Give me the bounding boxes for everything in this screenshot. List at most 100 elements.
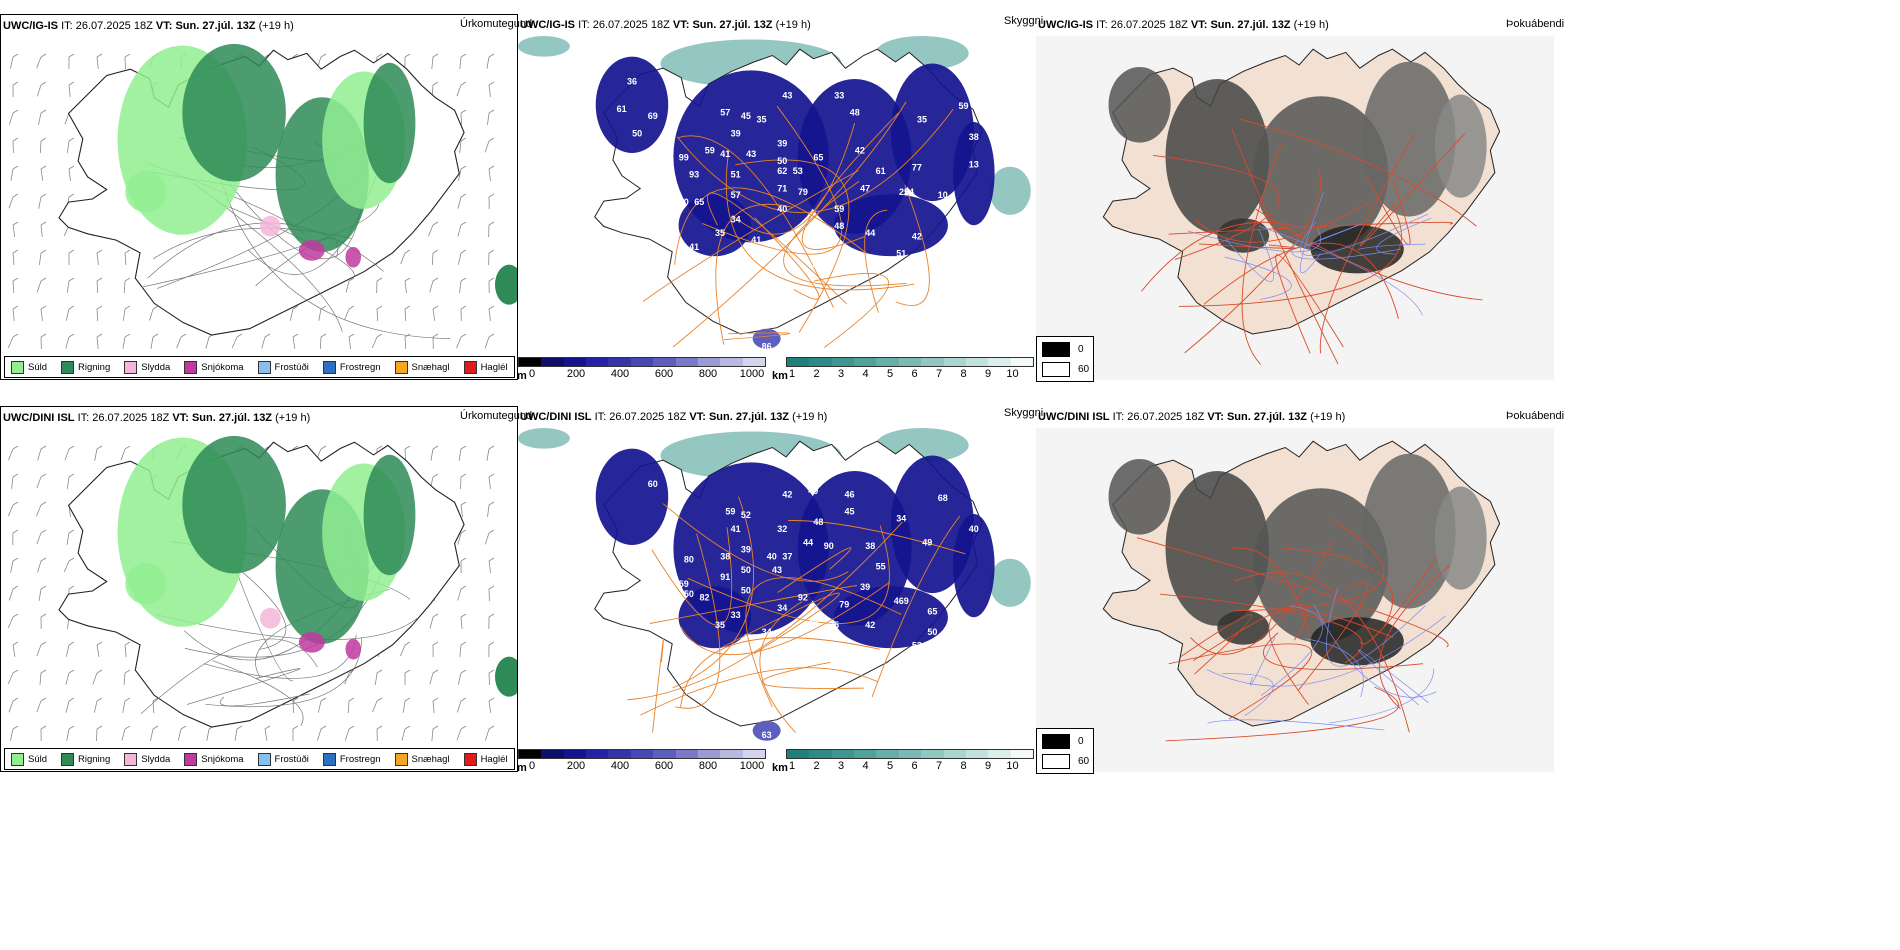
legend-item: Snæhagl xyxy=(394,360,450,374)
wind-barb xyxy=(65,672,70,685)
legend-label: Snæhagl xyxy=(411,753,450,765)
legend-label: Súld xyxy=(28,753,48,765)
legend-item: Haglél xyxy=(463,752,508,766)
cloud-base-label: 50 xyxy=(632,128,642,138)
precip-area xyxy=(345,246,362,268)
cloud-base-label: 49 xyxy=(922,538,932,548)
legend-label: Snjókoma xyxy=(201,361,244,373)
cbar-unit: m xyxy=(517,762,527,774)
cloud-base-label: 469 xyxy=(894,596,909,606)
cloud-area xyxy=(953,122,995,226)
wind-barb xyxy=(488,84,491,97)
legend-label: Slydda xyxy=(141,753,171,765)
cloud-base-label: 35 xyxy=(917,115,927,125)
wind-barb xyxy=(68,84,71,97)
legend-item: Frostregn xyxy=(322,752,381,766)
wind-barb xyxy=(488,700,492,713)
fog-area xyxy=(1108,458,1171,535)
wind-barb xyxy=(430,448,434,461)
wind-barb xyxy=(9,112,14,125)
cloud-base-label: 31 xyxy=(663,211,673,221)
wind-barb xyxy=(96,644,100,657)
wind-barb xyxy=(317,700,322,713)
wind-barb xyxy=(404,280,407,293)
cloud-base-label: 79 xyxy=(798,187,808,197)
cloud-base-label: 105 xyxy=(811,259,826,269)
wind-barb xyxy=(12,252,15,265)
cbar-tick: 1000 xyxy=(739,368,765,380)
it-label: IT: xyxy=(1096,19,1108,31)
vis-tick: 10 xyxy=(1006,368,1019,380)
wind-barb xyxy=(64,112,70,125)
wind-barb xyxy=(456,84,462,97)
wind-barb xyxy=(65,700,70,713)
cloud-base-label: 40 xyxy=(777,204,787,214)
wind-barb xyxy=(67,140,70,153)
vt-value: Sun. 27.júl. 13Z xyxy=(175,20,256,32)
cloud-base-label: 43 xyxy=(746,149,756,159)
cloud-base-label: 37 xyxy=(782,551,792,561)
wind-barb xyxy=(400,644,406,657)
cloud-base-label: 43 xyxy=(824,630,834,640)
fog-swatch xyxy=(1042,754,1070,769)
legend-swatch xyxy=(61,360,75,374)
cloud-base-label: 61 xyxy=(617,104,627,114)
cbar-unit: m xyxy=(517,370,527,382)
legend-swatch xyxy=(11,360,24,374)
cloud-base-label: 50 xyxy=(741,565,751,575)
cloud-base-label: 39 xyxy=(731,128,741,138)
wind-barb xyxy=(345,280,350,293)
wind-barb xyxy=(66,532,70,545)
fog-legend-label: 0 xyxy=(1078,736,1084,747)
panel-header: UWC/IG-IS IT: 26.07.2025 18Z VT: Sun. 27… xyxy=(1,15,517,37)
legend-label: Frostúði xyxy=(274,753,309,765)
precip-area xyxy=(363,454,416,576)
visibility-colorbar: 1 2 3 4 5 6 7 8 9 10 km xyxy=(772,749,1034,774)
cloud-base-label: 41 xyxy=(720,149,730,159)
wind-barb xyxy=(36,504,42,517)
cloud-base-label: 57 xyxy=(731,190,741,200)
cloud-base-label: 50 xyxy=(777,156,787,166)
fog-area xyxy=(1310,225,1404,274)
precip-area xyxy=(125,563,167,605)
legend-item: Slydda xyxy=(124,360,170,374)
it-value: 26.07.2025 18Z xyxy=(92,412,170,424)
wind-barb xyxy=(292,700,294,714)
precip-map xyxy=(7,435,517,762)
wind-barb xyxy=(289,308,294,321)
cloud-base-label: 82 xyxy=(699,593,709,603)
vis-tick: 9 xyxy=(984,760,992,772)
cloud-base-label: 50 xyxy=(927,627,937,637)
legend-label: Rigning xyxy=(78,361,111,373)
cloud-base-label: 59 xyxy=(705,146,715,156)
legend-item: Snjókoma xyxy=(184,752,244,766)
vis-tick: 8 xyxy=(960,760,967,772)
wind-barb xyxy=(400,252,406,265)
cloud-base-label: 38 xyxy=(865,541,875,551)
wind-barb xyxy=(120,448,126,461)
cloud-base-label: 80 xyxy=(684,555,694,565)
legend-swatch xyxy=(61,752,75,766)
fog-legend-label: 60 xyxy=(1078,364,1090,375)
cloud-base-label: 38 xyxy=(969,132,979,142)
legend-label: Snjókoma xyxy=(201,753,244,765)
cloud-base-label: 42 xyxy=(865,620,875,630)
wind-barb xyxy=(459,140,462,153)
wind-barb xyxy=(404,308,407,322)
wind-barb xyxy=(64,448,70,461)
wind-barb xyxy=(348,336,352,349)
wind-barb xyxy=(38,252,42,265)
cloud-base-colorbar: 0 200 400 600 800 1000 m xyxy=(517,357,766,382)
cloud-base-label: 59 xyxy=(958,101,968,111)
wind-barb xyxy=(8,700,14,713)
wind-barb xyxy=(459,644,462,657)
fog-swatch xyxy=(1042,734,1070,749)
legend-label: Súld xyxy=(28,361,48,373)
wind-barb xyxy=(402,700,406,713)
lead-time: (+19 h) xyxy=(792,411,828,423)
wind-barb xyxy=(7,672,14,685)
lead-time: (+19 h) xyxy=(775,19,811,31)
wind-barb xyxy=(8,196,14,209)
wind-barb xyxy=(457,672,462,685)
cloud-title: Skyggni xyxy=(1004,15,1044,27)
